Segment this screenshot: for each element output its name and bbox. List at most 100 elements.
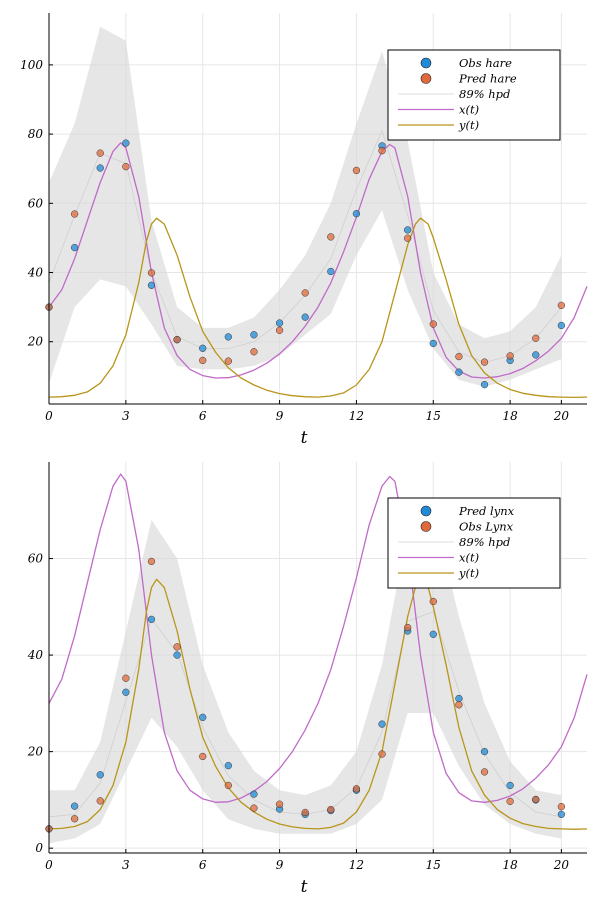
curve-xt (48, 473, 588, 803)
y-tick-label: 40 (27, 648, 44, 662)
point-pred-hare (506, 352, 514, 360)
legend-label: x(t) (459, 103, 479, 117)
point-obs-hare (275, 319, 284, 327)
y-tick-label: 20 (27, 335, 44, 349)
point-obs-hare (224, 333, 232, 341)
legend-label: Obs Lynx (459, 520, 514, 534)
point-obs-lynx (250, 804, 258, 812)
point-obs-lynx (378, 750, 386, 758)
point-obs-hare (429, 339, 437, 348)
point-obs-lynx (275, 800, 284, 808)
point-pred-lynx (224, 761, 232, 770)
x-tick-label: 20 (553, 858, 570, 872)
legend-label: Pred hare (458, 72, 517, 86)
legend-label: y(t) (458, 118, 479, 132)
y-tick-label: 40 (27, 266, 44, 280)
point-pred-lynx (429, 630, 437, 638)
point-obs-hare (557, 321, 566, 330)
point-pred-hare (122, 162, 130, 171)
point-obs-lynx (122, 674, 130, 682)
x-tick-label: 3 (122, 858, 130, 872)
x-tick-label: 9 (276, 858, 284, 872)
curve-yt (48, 578, 588, 830)
x-tick-label: 6 (199, 858, 207, 872)
point-pred-lynx (96, 771, 104, 779)
point-pred-lynx (173, 651, 181, 659)
curve-yt (48, 217, 588, 399)
legend-marker (420, 57, 432, 69)
y-tick-label: 60 (28, 196, 44, 210)
x-axis-label: t (301, 877, 308, 897)
point-pred-hare (378, 147, 386, 155)
point-obs-hare (199, 344, 207, 352)
point-obs-hare (327, 267, 335, 276)
x-tick-label: 9 (276, 409, 284, 423)
point-obs-lynx (455, 701, 463, 709)
point-obs-lynx (404, 623, 412, 632)
point-obs-lynx (301, 808, 309, 817)
point-obs-lynx (147, 557, 156, 566)
legend-label: x(t) (459, 551, 479, 565)
point-pred-lynx (70, 802, 79, 810)
point-obs-lynx (506, 797, 514, 805)
x-tick-label: 12 (349, 858, 364, 872)
x-tick-label: 6 (199, 409, 207, 423)
x-tick-label: 12 (349, 409, 364, 423)
point-pred-hare (224, 357, 232, 365)
point-obs-hare (147, 281, 156, 289)
x-tick-label: 18 (503, 858, 519, 872)
legend-label: Pred lynx (458, 504, 515, 518)
point-pred-hare (327, 233, 335, 241)
x-tick-label: 3 (122, 409, 130, 423)
x-tick-label: 15 (426, 409, 441, 423)
y-tick-label: 20 (27, 745, 44, 759)
point-obs-lynx (557, 803, 566, 811)
chart-panel-1: 0 3 6 9 12 15 18 20 20 40 60 80 100 t Obs hare Pred har… (20, 13, 588, 448)
point-obs-lynx (327, 805, 335, 814)
point-pred-hare (532, 334, 540, 342)
point-obs-hare (250, 331, 258, 339)
point-obs-lynx (199, 752, 207, 761)
point-obs-hare (70, 243, 79, 252)
x-tick-label: 0 (45, 858, 53, 872)
point-obs-hare (122, 139, 130, 147)
point-pred-lynx (480, 747, 489, 756)
y-tick-label: 80 (28, 127, 44, 141)
point-pred-lynx (250, 790, 258, 798)
point-obs-lynx (173, 643, 181, 651)
point-pred-lynx (122, 688, 130, 696)
x-tick-label: 15 (426, 858, 441, 872)
point-pred-hare (173, 335, 181, 344)
point-obs-hare (455, 368, 463, 376)
point-pred-hare (70, 210, 79, 218)
point-obs-lynx (532, 795, 540, 804)
point-pred-hare (96, 149, 104, 157)
x-tick-label: 18 (503, 409, 519, 423)
point-pred-hare (404, 234, 412, 242)
legend-label: y(t) (458, 566, 479, 580)
y-tick-label: 60 (28, 552, 44, 566)
point-pred-hare (480, 358, 489, 366)
point-pred-lynx (506, 781, 514, 790)
point-pred-lynx (199, 713, 207, 722)
curve-xt (48, 142, 588, 379)
x-tick-label: 0 (45, 409, 53, 423)
legend-label: Obs hare (459, 56, 512, 70)
point-pred-lynx (147, 615, 156, 624)
point-obs-lynx (96, 797, 104, 805)
point-pred-lynx (378, 720, 386, 728)
point-obs-lynx (429, 597, 437, 606)
point-pred-hare (250, 348, 258, 356)
hpd-band (49, 26, 562, 387)
point-obs-hare (532, 351, 540, 359)
point-pred-hare (301, 289, 309, 297)
point-obs-lynx (70, 815, 79, 823)
point-obs-hare (480, 380, 489, 389)
legend-marker (420, 73, 432, 84)
point-obs-lynx (224, 781, 232, 790)
chart-panel-2: 0 3 6 9 12 15 18 20 0 20 40 60 t Pred lynx Obs Lynx89%… (27, 462, 588, 897)
point-pred-hare (199, 356, 207, 365)
point-pred-lynx (557, 810, 566, 819)
